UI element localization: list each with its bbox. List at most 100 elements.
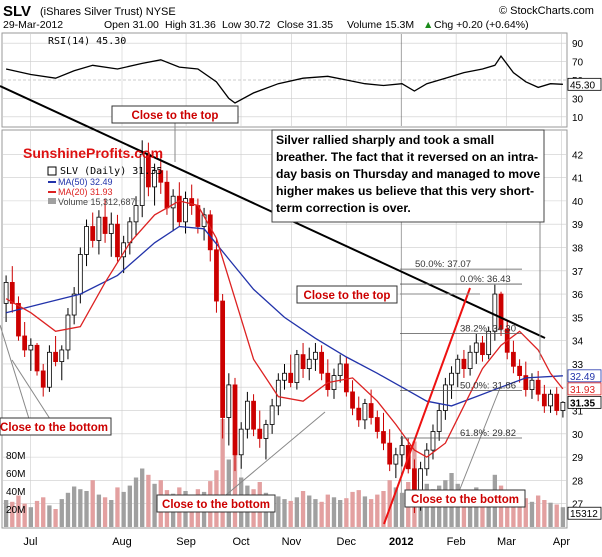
fib-label: 61.8%: 29.82: [460, 428, 516, 439]
candle-body: [480, 342, 485, 356]
candle-body: [442, 384, 448, 411]
candle-body: [152, 170, 157, 188]
callout-box-top-1: [111, 105, 239, 124]
volume-bar: [554, 504, 559, 527]
candle-body: [34, 344, 40, 372]
volume-bar: [548, 502, 553, 527]
last-value-text: 31.93: [570, 385, 595, 396]
candle-body: [424, 449, 430, 470]
candle-body: [430, 431, 436, 451]
candle-body: [84, 226, 89, 255]
x-tick-label: Sep: [176, 536, 196, 548]
chart-change: Chg +0.20 (+0.64%): [434, 19, 529, 31]
price-tick-label: 28: [572, 476, 584, 487]
volume-bar: [71, 486, 77, 527]
volume-bar: [65, 492, 71, 527]
chart-change-arrow: ▲: [423, 19, 433, 31]
x-tick-label: Mar: [497, 536, 516, 548]
volume-bar: [146, 474, 151, 527]
volume-bar: [387, 480, 392, 527]
fib-label: 50.0%: 31.86: [460, 380, 516, 391]
candle-body: [176, 195, 182, 223]
axis-layer: 2728293031323334353637383940414210305070…: [6, 39, 602, 548]
volume-tick-label: 40M: [6, 487, 25, 498]
candle-body: [535, 379, 541, 395]
volume-bar: [313, 499, 318, 527]
candle-body: [467, 351, 473, 370]
volume-bar: [220, 419, 225, 527]
chart-symbol: SLV: [3, 3, 31, 20]
volume-bar: [338, 500, 343, 527]
volume-bar: [393, 487, 399, 527]
candle-body: [449, 372, 454, 386]
volume-bar: [467, 494, 473, 527]
volume-bar: [511, 496, 516, 527]
candle-body: [96, 216, 102, 241]
candle-body: [28, 344, 34, 351]
price-tick-label: 40: [572, 197, 584, 208]
x-tick-label: Oct: [232, 536, 249, 548]
volume-bar: [102, 497, 108, 527]
ma20-line: [5, 200, 564, 458]
candle-body: [436, 410, 442, 432]
volume-bar: [325, 494, 330, 527]
candle-body: [393, 454, 399, 465]
volume-bar: [41, 497, 46, 527]
candle-body: [374, 417, 380, 432]
volume-bar: [529, 501, 535, 527]
comment-box: [271, 129, 545, 223]
volume-bar: [3, 500, 9, 527]
volume-bar: [22, 503, 27, 527]
candle-body: [9, 282, 15, 304]
volume-bar: [307, 495, 312, 527]
volume-bar: [523, 498, 528, 527]
volume-bar: [430, 489, 436, 527]
candle-body: [47, 351, 52, 388]
price-tick-label: 36: [572, 290, 584, 301]
rsi-tick-label: 70: [572, 58, 584, 69]
callout-top-1: Close to the top: [132, 110, 219, 122]
candle-body: [282, 372, 287, 381]
x-tick-label: Nov: [282, 536, 302, 548]
candle-body: [108, 223, 114, 234]
volume-bar: [399, 492, 405, 527]
volume-bar: [362, 496, 368, 527]
volume-bar: [319, 501, 324, 527]
candle-body: [53, 351, 58, 363]
candle-body: [529, 379, 535, 390]
candle-body: [90, 226, 96, 241]
price-tick-label: 33: [572, 360, 584, 371]
candle-body: [170, 195, 176, 209]
chart-close: Close 31.35: [277, 19, 333, 31]
rsi-tick-label: 90: [572, 39, 584, 50]
rsi-tick-label: 30: [572, 94, 584, 105]
x-tick-label: Feb: [447, 536, 466, 548]
callout-box-top-2: [296, 285, 398, 304]
candle-body: [102, 216, 108, 234]
price-tick-label: 35: [572, 313, 584, 324]
ma50-line: [5, 225, 563, 407]
candle-body: [313, 351, 318, 360]
candle-body: [183, 198, 188, 223]
pointer-line-3: [219, 411, 326, 501]
volume-bar: [133, 477, 139, 527]
volume-bar: [344, 498, 349, 527]
candle-body: [71, 293, 77, 316]
volume-bar: [152, 483, 157, 527]
rsi-label: RSI(14) 45.30: [48, 36, 126, 47]
callout-box-bottom-3: [404, 489, 526, 508]
chart-high: High 31.36: [165, 19, 216, 31]
candle-body: [164, 181, 170, 209]
candle-body: [554, 393, 560, 411]
candle-body: [461, 358, 467, 369]
pointer-line-4: [457, 387, 501, 495]
chart-low: Low 30.72: [222, 19, 271, 31]
candle-body: [294, 354, 300, 383]
candle-body: [517, 365, 522, 376]
candle-body: [486, 330, 492, 356]
volume-bar: [121, 491, 126, 527]
volume-bar: [542, 500, 547, 527]
legend-main: SLV (Daily) 31.35: [60, 166, 162, 177]
chart-copyright: © StockCharts.com: [499, 5, 594, 17]
